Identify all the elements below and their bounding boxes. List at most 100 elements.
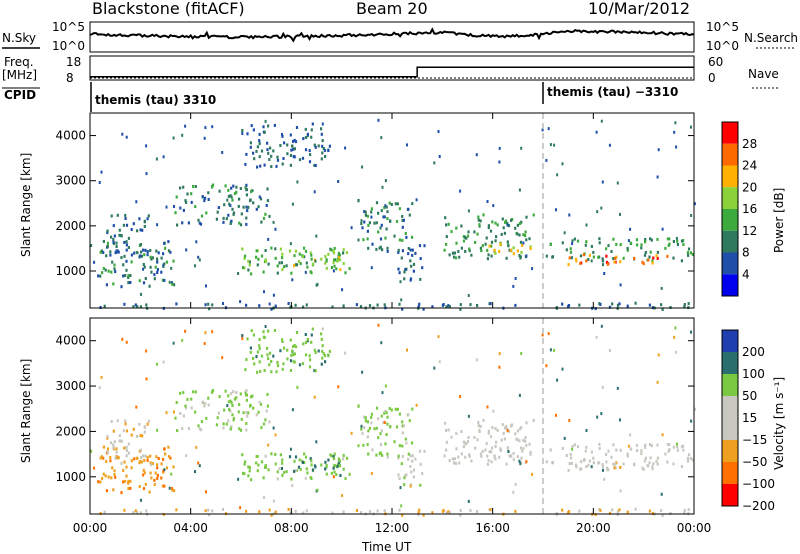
echo-cell [135, 200, 138, 204]
echo-cell [272, 354, 275, 358]
echo-cell [407, 207, 410, 211]
echo-cell [489, 508, 492, 512]
echo-cell [252, 201, 255, 205]
echo-cell [146, 253, 149, 257]
echo-cell [350, 226, 353, 230]
echo-cell [683, 511, 686, 515]
echo-cell [310, 340, 313, 344]
echo-cell [163, 278, 166, 282]
echo-cell [314, 259, 317, 263]
echo-cell [250, 329, 253, 333]
echo-cell [524, 436, 527, 440]
echo-cell [102, 239, 105, 243]
echo-cell [491, 426, 494, 429]
echo-cell [145, 144, 148, 148]
echo-cell [249, 346, 252, 350]
echo-cell [120, 491, 123, 495]
echo-cell [169, 456, 172, 460]
echo-cell [582, 458, 585, 462]
echo-cell [211, 330, 214, 334]
echo-cell [291, 408, 294, 412]
echo-cell [652, 462, 655, 466]
echo-cell [207, 302, 210, 306]
echo-cell [368, 426, 371, 430]
echo-cell [490, 450, 493, 454]
echo-cell [597, 461, 600, 465]
echo-cell [331, 305, 334, 309]
nsky-trace [89, 27, 695, 43]
cpid-strip: CPID themis (tau) 3310 themis (tau) −331… [2, 82, 678, 112]
echo-cell [595, 335, 598, 339]
echo-cell [649, 237, 652, 241]
echo-cell [203, 404, 206, 408]
echo-cell [266, 199, 269, 203]
echo-cell [172, 136, 175, 140]
echo-cell [585, 240, 588, 244]
echo-cell [245, 193, 248, 197]
echo-cell [110, 270, 113, 274]
echo-cell [241, 247, 244, 251]
echo-cell [525, 238, 528, 242]
echo-cell [512, 252, 515, 256]
echo-cell [245, 216, 248, 220]
echo-cell [327, 149, 330, 152]
echo-cell [383, 421, 386, 424]
echo-cell [222, 508, 224, 511]
echo-cell [281, 261, 283, 265]
echo-cell [404, 473, 407, 477]
echo-cell [320, 362, 323, 366]
echo-cell [445, 511, 448, 515]
echo-cell [276, 360, 279, 364]
echo-cell [333, 452, 336, 456]
echo-cell [682, 448, 685, 452]
echo-cell [192, 184, 195, 188]
echo-cell [610, 455, 613, 459]
echo-cell [175, 302, 178, 306]
echo-cell [561, 241, 564, 245]
echo-cell [331, 511, 334, 515]
echo-cell [155, 157, 158, 161]
echo-cell [125, 449, 128, 453]
echo-cell [281, 367, 284, 371]
echo-cell [169, 250, 172, 254]
echo-cell [643, 459, 647, 463]
echo-cell [255, 249, 258, 253]
echo-cell [498, 146, 501, 150]
echo-cell [368, 304, 372, 308]
echo-cell [664, 452, 667, 456]
echo-cell [187, 221, 190, 225]
echo-cell [445, 440, 448, 444]
echo-cell [156, 257, 159, 261]
echo-cell [275, 164, 278, 168]
echo-cell [302, 511, 305, 515]
echo-cell [551, 461, 554, 464]
station-title: Blackstone (fitACF) [92, 0, 245, 18]
echo-cell [447, 428, 450, 432]
echo-cell [286, 152, 289, 156]
echo-cell [146, 217, 149, 221]
echo-cell [411, 454, 414, 458]
echo-cell [231, 198, 234, 202]
echo-cell [230, 195, 233, 199]
echo-cell [595, 130, 598, 134]
echo-cell [516, 232, 519, 236]
echo-cell [469, 509, 472, 512]
echo-cell [162, 457, 165, 461]
echo-cell [194, 205, 197, 209]
echo-cell [121, 337, 124, 341]
echo-cell [474, 446, 477, 450]
echo-cell [125, 445, 128, 449]
echo-cell [448, 305, 451, 309]
colorbar-swatch [722, 122, 738, 144]
echo-cell [182, 185, 185, 189]
echo-cell [268, 214, 271, 218]
echo-cell [321, 356, 324, 360]
echo-cell [529, 247, 532, 251]
echo-cell [445, 305, 448, 309]
echo-cell [228, 408, 231, 412]
echo-cell [208, 307, 211, 311]
echo-cell [310, 463, 313, 467]
echo-cell [309, 251, 312, 255]
echo-cell [518, 427, 522, 431]
